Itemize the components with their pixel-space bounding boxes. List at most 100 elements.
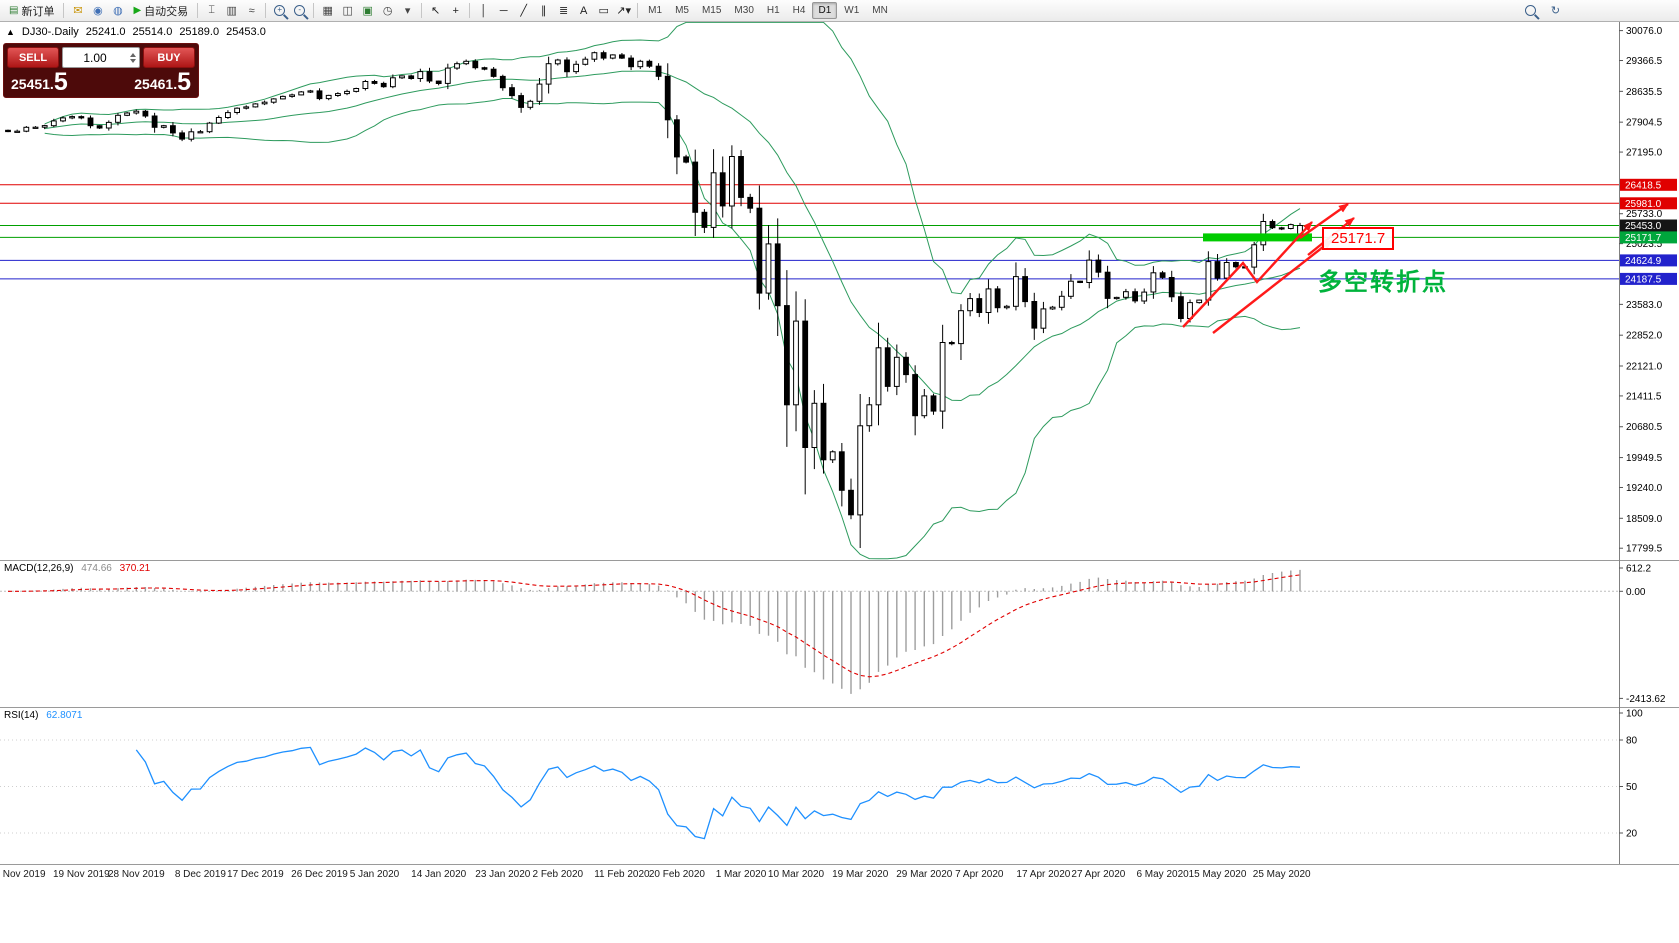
candle xyxy=(848,489,854,516)
line-chart-icon[interactable]: ≈ xyxy=(248,4,255,17)
volume-increase-icon[interactable] xyxy=(130,52,136,57)
text-label-icon[interactable]: ▭ xyxy=(598,5,609,17)
candle xyxy=(1031,301,1038,329)
auto-arrange-icon[interactable]: ▦ xyxy=(322,5,333,17)
volume-field xyxy=(62,47,140,68)
buy-button[interactable]: BUY xyxy=(143,47,195,68)
candle xyxy=(903,356,909,376)
candle xyxy=(78,116,85,119)
vertical-line-icon[interactable]: │ xyxy=(480,4,488,17)
fibonacci-icon[interactable]: ≣ xyxy=(559,5,569,17)
timeframe-m5-button[interactable]: M5 xyxy=(675,5,689,16)
bar-chart-icon[interactable]: ⌶ xyxy=(208,4,215,16)
support-zone-highlight[interactable] xyxy=(1203,233,1312,242)
price-tick-label: 25023.5 xyxy=(1626,239,1663,250)
ask-price: 25461. 5 xyxy=(134,70,191,95)
tile-windows-icon[interactable]: ◫ xyxy=(342,5,353,17)
new-order-button[interactable]: ▤ 新订单 xyxy=(4,2,59,20)
autotrading-button[interactable]: ▶ 自动交易 xyxy=(128,2,193,20)
volume-input[interactable] xyxy=(63,50,127,65)
candle xyxy=(664,75,671,121)
rsi-scale-label: 100 xyxy=(1626,709,1643,720)
price-tick-label: 27195.0 xyxy=(1626,148,1663,159)
volume-decrease-icon[interactable] xyxy=(130,58,136,63)
price-badge xyxy=(1620,254,1677,267)
data-window-icon[interactable]: ↻ xyxy=(1550,5,1561,17)
zoom-in-icon[interactable] xyxy=(270,2,289,20)
candle xyxy=(50,120,57,127)
price-callout-box[interactable]: 25171.7 xyxy=(1322,227,1395,250)
candle xyxy=(838,451,845,491)
timeframe-m15-button[interactable]: M15 xyxy=(701,5,722,16)
candle xyxy=(646,60,653,67)
horizontal-line-icon[interactable]: ─ xyxy=(499,4,508,17)
trend-arrow[interactable] xyxy=(1212,239,1333,334)
candle xyxy=(499,75,506,89)
date-label: 11 Feb 2020 xyxy=(594,869,650,880)
candle xyxy=(1278,227,1285,230)
zoom-out-icon[interactable] xyxy=(290,2,309,20)
chart-dropdown-icon[interactable]: ▾ xyxy=(404,5,411,17)
symbol-search-icon[interactable] xyxy=(1521,2,1540,20)
candle xyxy=(967,298,974,312)
arrows-dropdown-icon[interactable]: ↗▾ xyxy=(616,5,632,17)
candle xyxy=(536,83,543,102)
candle xyxy=(793,320,799,406)
candle xyxy=(701,211,708,228)
equidistant-channel-icon[interactable]: ∥ xyxy=(540,5,547,17)
candle xyxy=(564,59,570,73)
new-chart-icon[interactable]: ▣ xyxy=(362,5,373,17)
candle xyxy=(298,91,305,96)
candle xyxy=(426,71,433,82)
price-tick-label: 19949.5 xyxy=(1626,453,1663,464)
price-tick-label: 28635.5 xyxy=(1626,87,1663,98)
trend-arrow[interactable] xyxy=(1299,203,1349,239)
trend-arrow[interactable] xyxy=(1182,221,1313,328)
candle xyxy=(362,81,369,89)
timeframe-mn-button[interactable]: MN xyxy=(872,5,888,16)
candle xyxy=(619,54,625,59)
timeframe-d1-button[interactable]: D1 xyxy=(812,2,838,19)
one-click-collapse-icon[interactable]: ▲ xyxy=(6,27,15,37)
candle xyxy=(1058,295,1065,308)
timeframe-m30-button[interactable]: M30 xyxy=(734,5,754,16)
candle xyxy=(600,52,607,59)
candle xyxy=(1223,262,1230,279)
candle xyxy=(408,75,415,80)
toolbar-separator xyxy=(421,3,423,18)
candle xyxy=(1123,291,1129,298)
period-icon[interactable]: ◷ xyxy=(382,5,393,17)
volume-spinner xyxy=(127,52,139,63)
community-icon[interactable]: ◉ xyxy=(93,5,103,17)
sell-button[interactable]: SELL xyxy=(7,47,59,68)
text-icon[interactable]: A xyxy=(579,4,588,17)
candle xyxy=(280,95,286,100)
timeframe-m1-button[interactable]: M1 xyxy=(648,5,663,16)
candle xyxy=(784,305,790,406)
candle xyxy=(609,54,616,59)
candle xyxy=(417,71,424,79)
bid-main-digits: 25451. xyxy=(11,76,54,92)
crosshair-icon[interactable]: + xyxy=(452,4,459,17)
timeframe-h1-button[interactable]: H1 xyxy=(766,5,780,16)
rsi-scale-label: 20 xyxy=(1626,829,1638,840)
turning-point-text[interactable]: 多空转折点 xyxy=(1318,269,1448,296)
candle xyxy=(371,81,378,84)
price-badge xyxy=(1620,272,1677,285)
toolbar-separator xyxy=(197,3,199,18)
date-label: 25 May 2020 xyxy=(1253,869,1311,880)
support-icon[interactable]: ◍ xyxy=(113,5,123,17)
mail-icon[interactable]: ✉ xyxy=(73,5,83,17)
timeframe-w1-button[interactable]: W1 xyxy=(844,5,860,16)
trendline-icon[interactable]: ╱ xyxy=(520,5,527,17)
candle xyxy=(958,310,964,345)
price-tick-label: 17799.5 xyxy=(1626,544,1663,555)
candle xyxy=(948,342,955,345)
candlestick-chart-icon[interactable]: ▥ xyxy=(226,5,237,17)
date-label: 1 Mar 2020 xyxy=(716,869,767,880)
candle xyxy=(1269,221,1276,229)
cursor-icon[interactable]: ↖ xyxy=(431,5,441,17)
timeframe-h4-button[interactable]: H4 xyxy=(792,5,806,16)
date-label: 8 Dec 2019 xyxy=(175,869,227,880)
